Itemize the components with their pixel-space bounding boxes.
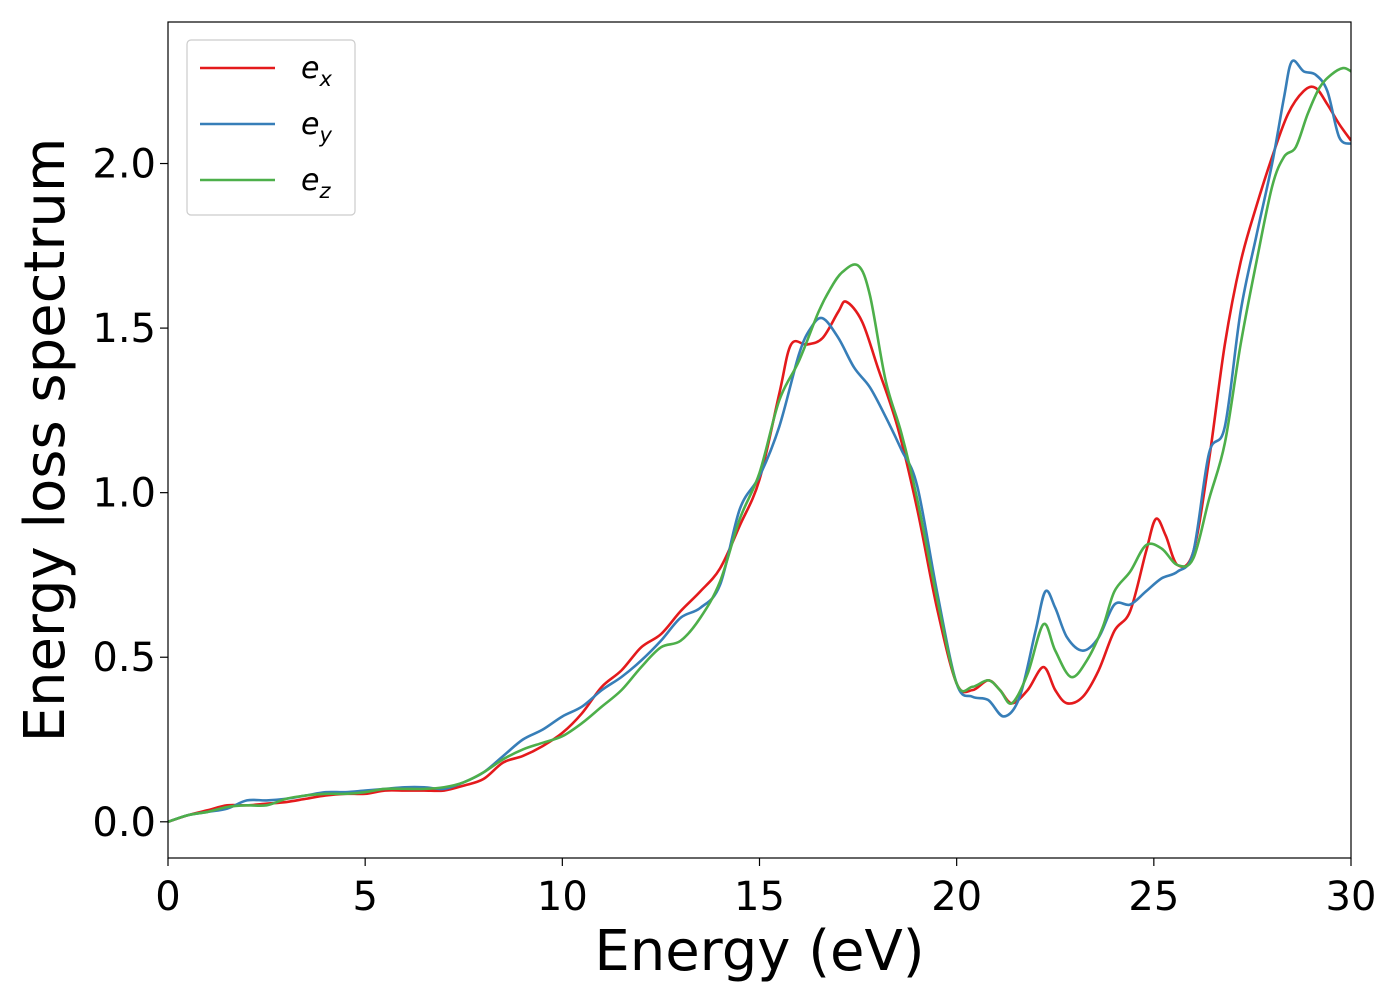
- x-tick-label: 20: [931, 874, 982, 920]
- x-axis: 0 5 10 15 20 25 30: [155, 858, 1376, 920]
- legend-box: [186, 39, 356, 216]
- legend-label-y: ey: [301, 107, 332, 147]
- x-tick-label: 10: [537, 874, 588, 920]
- x-axis-title: Energy (eV): [594, 919, 924, 984]
- x-tick-label: 15: [734, 874, 785, 920]
- y-tick-label: 2.0: [92, 142, 156, 188]
- x-tick-label: 25: [1128, 874, 1179, 920]
- legend-label-z: ez: [301, 163, 331, 203]
- y-axis: 0.0 0.5 1.0 1.5 2.0: [92, 142, 168, 846]
- legend-label-x: ex: [301, 51, 332, 91]
- x-tick-label: 30: [1326, 874, 1377, 920]
- series-line-z: [168, 66, 1351, 824]
- x-tick-label: 5: [352, 874, 377, 920]
- y-tick-label: 0.5: [92, 635, 156, 681]
- legend: ex ey ez: [186, 39, 356, 216]
- y-tick-label: 1.5: [92, 306, 156, 352]
- y-tick-label: 0.0: [92, 800, 156, 846]
- x-tick-label: 0: [155, 874, 180, 920]
- plot-lines: [168, 59, 1351, 824]
- y-tick-label: 1.0: [92, 471, 156, 517]
- y-axis-title: Energy loss spectrum: [13, 138, 78, 743]
- series-line-y: [168, 59, 1351, 824]
